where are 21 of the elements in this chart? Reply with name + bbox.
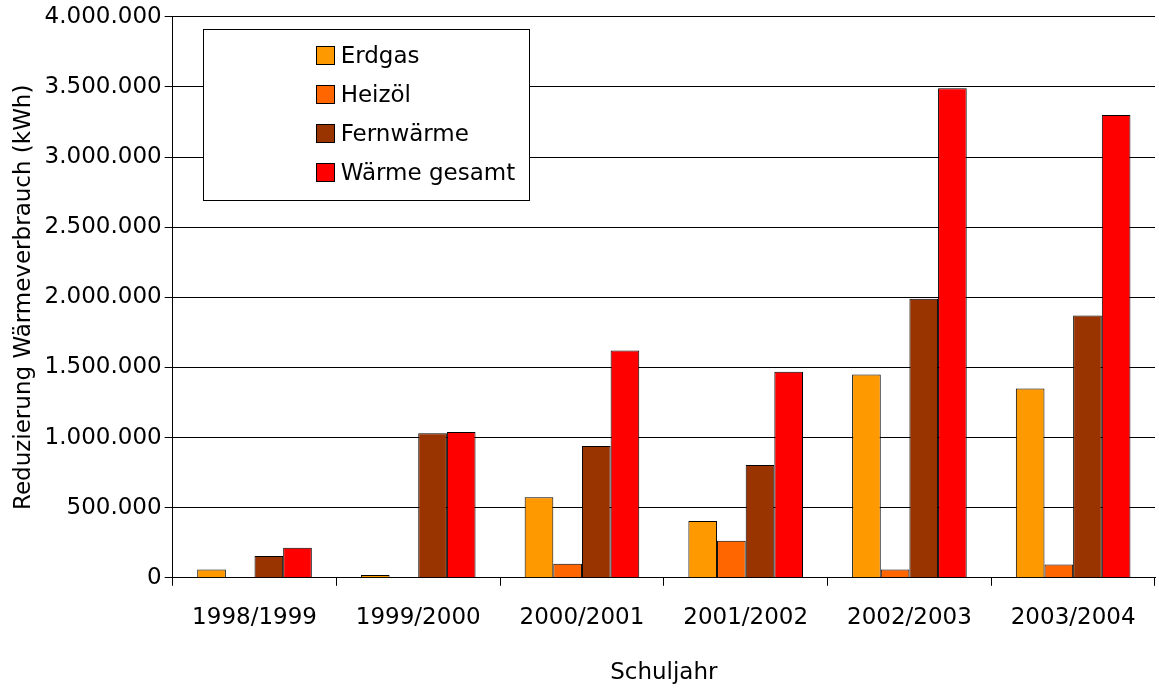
x-tick-label: 2002/2003 [847,602,972,629]
y-tick-label: 2.000.000 [44,282,162,309]
legend-label: Wärme gesamt [340,159,516,186]
legend-label: Heizöl [340,81,412,108]
y-tick-label: 500.000 [66,492,162,519]
x-tick-label: 2001/2002 [683,602,809,629]
x-tick-label: 2003/2004 [1010,602,1136,629]
x-tick-label: 2000/2001 [519,602,645,629]
y-tick-label: 0 [147,562,162,589]
y-tick-label: 2.500.000 [44,212,162,239]
x-tick-label: 1998/1999 [192,602,317,629]
y-tick-label: 3.000.000 [44,142,162,169]
y-tick-label: 1.500.000 [44,352,162,379]
legend-label: Fernwärme [340,120,469,147]
y-axis-title: Reduzierung Wärmeverbrauch (kWh) [8,84,35,511]
legend-label: Erdgas [340,42,420,69]
y-tick-label: 4.000.000 [44,1,162,28]
x-axis-title: Schuljahr [610,658,719,685]
y-tick-label: 1.000.000 [44,422,162,449]
x-tick-label: 1999/2000 [355,602,481,629]
y-tick-label: 3.500.000 [44,71,162,98]
